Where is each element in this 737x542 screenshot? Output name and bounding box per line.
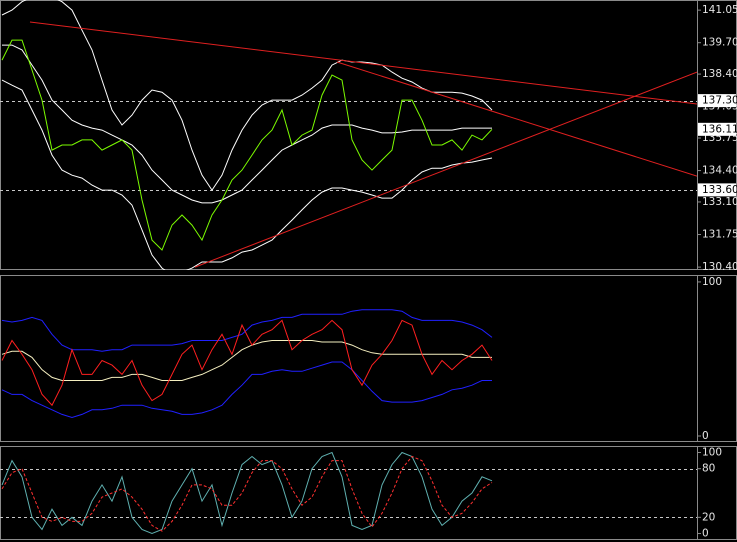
y-tick-label: 134.40 <box>702 165 737 177</box>
series-line <box>1 340 492 381</box>
y-tick-label: 138.40 <box>702 68 737 80</box>
plot-area <box>0 451 697 535</box>
y-tick-label: 0 <box>702 430 709 442</box>
series-line <box>2 44 492 204</box>
y-tick-label: 139.70 <box>702 37 737 49</box>
panel-border <box>0 275 737 442</box>
series-line <box>1 319 493 407</box>
y-tick-label: 141.05 <box>702 4 737 16</box>
y-tick-label: 133.10 <box>702 196 737 208</box>
y-tick-label: 130.40 <box>702 261 737 273</box>
series-line <box>1 361 492 419</box>
series-line <box>1 79 493 270</box>
series-line <box>1 451 493 535</box>
plot-area <box>0 0 697 270</box>
trend-line <box>194 71 697 268</box>
series-line <box>1 39 493 251</box>
trend-line <box>336 61 697 177</box>
y-tick-label: 100 <box>702 276 722 288</box>
y-tick-label: 131.75 <box>702 229 737 241</box>
series-line <box>1 455 493 532</box>
price-label: 137.30 <box>702 95 737 107</box>
price-label-box <box>698 122 736 136</box>
y-tick-label: 0 <box>702 528 709 540</box>
y-tick-label: 80 <box>702 463 715 475</box>
series-line <box>1 0 493 191</box>
price-label: 136.11 <box>702 123 737 135</box>
plot-area <box>1 309 493 419</box>
price-label: 133.60 <box>702 184 737 196</box>
y-tick-label: 100 <box>702 446 722 458</box>
trend-line <box>29 21 697 105</box>
series-line <box>1 309 493 352</box>
price-label-box <box>698 94 736 108</box>
y-tick-label: 20 <box>702 511 715 523</box>
price-label-box <box>698 183 736 197</box>
